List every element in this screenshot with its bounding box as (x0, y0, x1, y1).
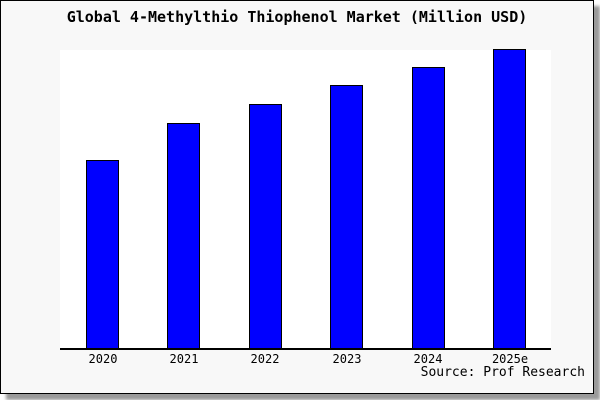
bar-2024 (412, 67, 445, 348)
bar-2025e (493, 49, 526, 348)
bar-2020 (86, 160, 119, 348)
bar-2023 (330, 85, 363, 348)
chart-panel: Global 4-Methylthio Thiophenol Market (M… (0, 0, 594, 394)
x-tick-label-2024: 2024 (413, 352, 443, 366)
chart-title: Global 4-Methylthio Thiophenol Market (M… (66, 8, 528, 26)
source-note: Source: Prof Research (420, 365, 585, 380)
x-tick-label-2020: 2020 (88, 352, 118, 366)
plot-area (60, 49, 551, 350)
x-tick-label-2025e: 2025e (491, 352, 529, 366)
x-tick-label-2021: 2021 (169, 352, 199, 366)
x-tick-label-2023: 2023 (332, 352, 362, 366)
bar-2022 (249, 104, 282, 348)
bar-2021 (167, 123, 200, 348)
x-tick-label-2022: 2022 (250, 352, 280, 366)
